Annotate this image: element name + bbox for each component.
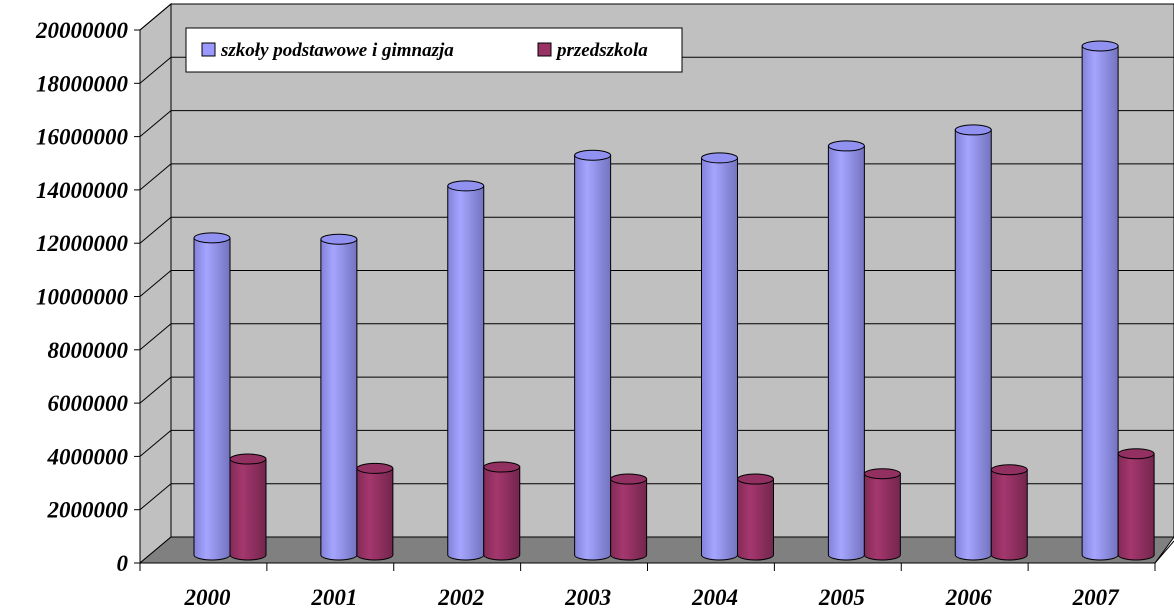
- x-axis-ticks: 2000 2001 2002 2003 2004 2005 2006 2007: [139, 563, 1156, 608]
- bar-body: [320, 238, 358, 561]
- gridline-side: [139, 430, 172, 457]
- bar-2002-series-0: [447, 180, 485, 561]
- bar-top: [320, 233, 358, 245]
- bar-2005-series-1: [863, 468, 901, 561]
- y-tick-label: 8000000: [48, 338, 129, 363]
- y-tick-label: 20000000: [35, 18, 129, 43]
- bar-top: [574, 149, 612, 161]
- bar-body: [229, 458, 267, 561]
- bar-body: [574, 154, 612, 561]
- bar-top: [1117, 448, 1155, 460]
- bar-2000-series-0: [193, 232, 231, 561]
- y-tick-label: 6000000: [48, 391, 129, 416]
- bar-top: [863, 468, 901, 480]
- bar-top: [737, 473, 774, 485]
- y-axis-ticks: 0 2000000 4000000 6000000 8000000 10000000 120…: [35, 18, 140, 576]
- gridline-side: [139, 216, 172, 244]
- y-tick-label: 14000000: [36, 178, 129, 203]
- bar-2003-series-0: [574, 149, 612, 561]
- bar-body: [193, 237, 231, 561]
- bar-2006-series-0: [954, 124, 992, 561]
- gridline-side: [139, 110, 172, 137]
- x-tick-label: 2004: [691, 585, 738, 608]
- legend: szkoły podstawowe i gimnazja przedszkola: [185, 27, 683, 73]
- legend-swatch-primary-schools: [201, 42, 216, 57]
- bar-2001-series-0: [320, 233, 358, 561]
- bar-2007-series-1: [1117, 448, 1155, 561]
- bar-body: [356, 467, 394, 561]
- bars: [193, 40, 1155, 561]
- bar-2003-series-1: [610, 473, 648, 561]
- bar-2007-series-0: [1081, 40, 1119, 561]
- legend-box: [185, 27, 683, 73]
- bar-body: [483, 466, 521, 561]
- gridline-side: [139, 270, 172, 297]
- bar-top: [193, 232, 231, 244]
- y-tick-label: 4000000: [47, 444, 129, 469]
- gridline-side: [139, 3, 172, 31]
- bar-2004-series-1: [737, 473, 774, 561]
- gridline-side: [139, 376, 172, 404]
- bar-top: [701, 152, 738, 164]
- bar-body: [827, 145, 865, 561]
- y-tick-label: 10000000: [36, 285, 129, 310]
- bar-top: [483, 461, 521, 473]
- y-tick-label: 18000000: [36, 71, 129, 96]
- bar-top: [990, 464, 1028, 476]
- x-tick-label: 2000: [183, 585, 231, 608]
- gridline-side: [139, 163, 172, 191]
- bar-body: [610, 478, 648, 561]
- bar-top: [610, 473, 648, 485]
- bar-2005-series-0: [827, 140, 865, 561]
- y-tick-label: 16000000: [36, 125, 129, 150]
- bar-body: [990, 469, 1028, 561]
- x-tick-label: 2005: [818, 585, 865, 608]
- bar-2004-series-0: [701, 152, 738, 561]
- bar-body: [447, 185, 485, 561]
- bar-body: [701, 157, 738, 561]
- bar-2002-series-1: [483, 461, 521, 561]
- bar-body: [954, 129, 992, 561]
- legend-swatch-preschools: [537, 42, 552, 57]
- x-tick-label: 2001: [310, 585, 357, 608]
- bar-2001-series-1: [356, 462, 394, 561]
- gridline-side: [139, 323, 172, 351]
- y-tick-label: 2000000: [47, 498, 129, 523]
- x-tick-label: 2002: [437, 585, 484, 608]
- x-tick-label: 2007: [1072, 585, 1121, 608]
- bar-top: [954, 124, 992, 136]
- legend-label-preschools: przedszkola: [555, 40, 648, 61]
- bar-body: [1081, 45, 1119, 561]
- bar-top: [447, 180, 485, 192]
- bar-2006-series-1: [990, 464, 1028, 561]
- floor-right-edge: [1154, 540, 1174, 564]
- x-tick-label: 2006: [945, 585, 993, 608]
- x-tick-label: 2003: [564, 585, 611, 608]
- y-tick-label: 0: [117, 551, 129, 576]
- bar-top: [1081, 40, 1119, 52]
- bar-body: [737, 478, 774, 561]
- legend-label-primary-schools: szkoły podstawowe i gimnazja: [220, 40, 454, 61]
- gridline-side: [139, 483, 172, 511]
- bar-top: [827, 140, 865, 152]
- bar-2000-series-1: [229, 453, 267, 561]
- bar-top: [356, 462, 394, 474]
- bar-body: [1117, 453, 1155, 561]
- bar-body: [863, 473, 901, 561]
- gridline-side: [139, 56, 172, 84]
- bar-top: [229, 453, 267, 465]
- y-tick-label: 12000000: [36, 231, 129, 256]
